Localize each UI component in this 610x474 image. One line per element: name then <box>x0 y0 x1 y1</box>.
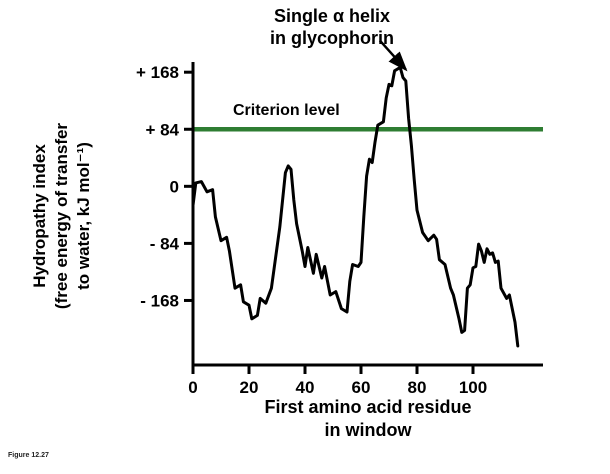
annotation-single-alpha-helix: Single α helix in glycophorin <box>270 6 394 49</box>
y-tick-label-4: - 168 <box>140 291 179 310</box>
y-tick-label-3: - 84 <box>150 234 180 253</box>
x-tick-label-0: 0 <box>188 378 197 397</box>
x-tick-label-4: 80 <box>408 378 427 397</box>
y-tick-label-0: + 168 <box>136 63 179 82</box>
annotation-line-2: in glycophorin <box>270 27 394 48</box>
y-tick-label-1: + 84 <box>145 120 179 139</box>
figure-caption: Figure 12.27 <box>8 452 49 459</box>
y-tick-label-2: 0 <box>170 177 179 196</box>
hydropathy-curve <box>191 65 520 348</box>
x-tick-label-2: 40 <box>296 378 315 397</box>
x-axis-label-line-1: First amino acid residue <box>264 397 472 417</box>
x-axis-label: First amino acid residue in window <box>264 396 471 443</box>
x-tick-label-3: 60 <box>352 378 371 397</box>
x-tick-label-1: 20 <box>240 378 259 397</box>
annotation-line-1: Single α helix <box>273 6 391 26</box>
annotation-arrow <box>378 39 408 72</box>
x-axis-label-line-2: in window <box>324 420 412 441</box>
criterion-level-label: Criterion level <box>233 102 340 119</box>
x-tick-label-5: 100 <box>459 378 487 397</box>
